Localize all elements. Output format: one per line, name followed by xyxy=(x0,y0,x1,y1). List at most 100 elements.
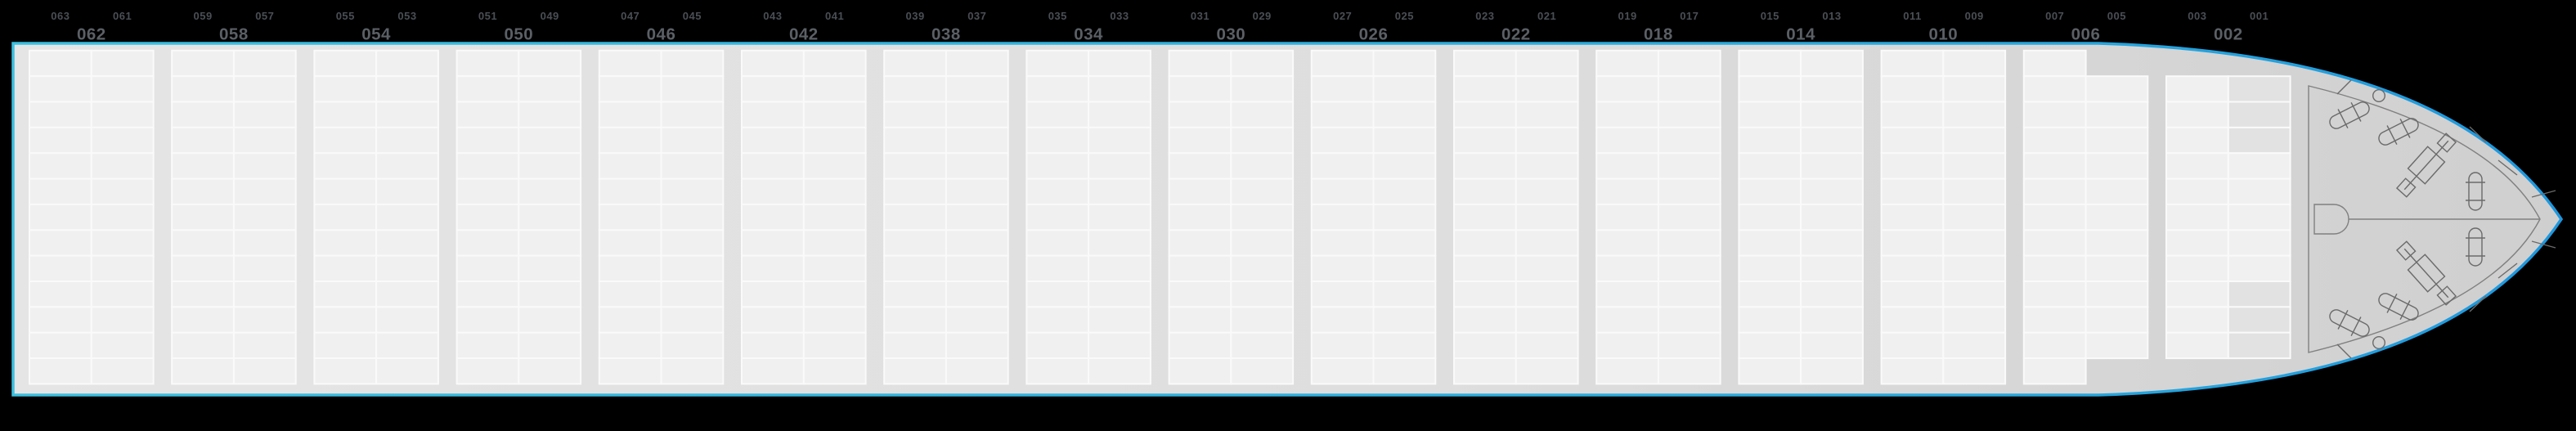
bay-cell[interactable] xyxy=(741,281,805,308)
bay-cell[interactable] xyxy=(2085,203,2149,231)
bay-cell[interactable] xyxy=(802,229,867,257)
bay-cell[interactable] xyxy=(29,152,92,180)
bay-cell[interactable] xyxy=(741,357,805,385)
bay-cell[interactable] xyxy=(1453,203,1517,231)
bay-cell[interactable] xyxy=(741,152,805,180)
bay-cell[interactable] xyxy=(1800,281,1864,308)
bay-cell[interactable] xyxy=(1025,229,1090,257)
bay-cell[interactable] xyxy=(1595,203,1659,231)
bay-cell-disabled[interactable] xyxy=(2227,306,2291,334)
bay-cell[interactable] xyxy=(29,306,92,334)
bay-cell[interactable] xyxy=(660,49,725,78)
bay-cell[interactable] xyxy=(232,331,297,360)
bay-cell[interactable] xyxy=(313,177,378,206)
bay-cell[interactable] xyxy=(660,254,725,283)
bay-cell[interactable] xyxy=(1372,306,1437,334)
bay-cell[interactable] xyxy=(518,229,582,257)
bay-cell[interactable] xyxy=(660,152,725,180)
bay-cell[interactable] xyxy=(1453,254,1517,283)
bay-cell[interactable] xyxy=(2022,229,2087,257)
bay-cell[interactable] xyxy=(1657,331,1721,360)
bay-cell[interactable] xyxy=(456,331,520,360)
bay-cell[interactable] xyxy=(598,254,662,283)
bay-cell[interactable] xyxy=(1515,357,1579,385)
bay-cell[interactable] xyxy=(1595,177,1659,206)
bay-cell[interactable] xyxy=(1310,101,1375,128)
bay-cell[interactable] xyxy=(1230,49,1295,78)
bay-cell[interactable] xyxy=(2165,126,2229,155)
bay-cell[interactable] xyxy=(1595,49,1659,78)
bay-cell[interactable] xyxy=(1453,177,1517,206)
bay-cell[interactable] xyxy=(1738,254,1802,283)
bay-cell[interactable] xyxy=(2022,254,2087,283)
bay-cell[interactable] xyxy=(1657,203,1721,231)
bay-cell[interactable] xyxy=(90,254,155,283)
bay-cell[interactable] xyxy=(1657,101,1721,128)
bay-cell[interactable] xyxy=(313,101,378,128)
bay-cell[interactable] xyxy=(741,177,805,206)
bay-cell[interactable] xyxy=(945,177,1009,206)
bay-cell[interactable] xyxy=(29,126,92,155)
bay-cell[interactable] xyxy=(375,229,439,257)
bay-cell[interactable] xyxy=(945,229,1009,257)
bay-cell-disabled[interactable] xyxy=(2227,75,2291,103)
bay-cell[interactable] xyxy=(598,306,662,334)
bay-cell[interactable] xyxy=(1595,306,1659,334)
bay-cell[interactable] xyxy=(1738,331,1802,360)
bay-cell[interactable] xyxy=(2227,203,2291,231)
bay-cell[interactable] xyxy=(1800,229,1864,257)
bay-cell[interactable] xyxy=(171,331,235,360)
bay-cell[interactable] xyxy=(2165,177,2229,206)
bay-cell[interactable] xyxy=(232,357,297,385)
bay-cell[interactable] xyxy=(90,203,155,231)
bay-cell[interactable] xyxy=(598,357,662,385)
bay-cell[interactable] xyxy=(1515,101,1579,128)
bay-cell[interactable] xyxy=(1942,203,2007,231)
bay-cell[interactable] xyxy=(90,177,155,206)
bay-cell[interactable] xyxy=(1453,75,1517,103)
bay-cell[interactable] xyxy=(456,49,520,78)
bay-cell[interactable] xyxy=(29,101,92,128)
bay-cell[interactable] xyxy=(598,331,662,360)
bay-cell[interactable] xyxy=(456,75,520,103)
bay-cell[interactable] xyxy=(1088,126,1151,155)
bay-cell[interactable] xyxy=(1595,281,1659,308)
bay-cell[interactable] xyxy=(518,101,582,128)
bay-cell[interactable] xyxy=(1168,177,1232,206)
bay-cell[interactable] xyxy=(1880,49,1945,78)
bay-cell[interactable] xyxy=(1942,177,2007,206)
bay-cell[interactable] xyxy=(2085,152,2149,180)
bay-cell[interactable] xyxy=(1310,49,1375,78)
bay-cell[interactable] xyxy=(1738,203,1802,231)
bay-cell[interactable] xyxy=(2165,101,2229,128)
bay-cell[interactable] xyxy=(660,306,725,334)
bay-cell[interactable] xyxy=(741,229,805,257)
bay-cell[interactable] xyxy=(90,281,155,308)
bay-cell[interactable] xyxy=(945,75,1009,103)
bay-cell[interactable] xyxy=(1310,229,1375,257)
bay-cell[interactable] xyxy=(2085,177,2149,206)
bay-cell[interactable] xyxy=(883,152,947,180)
bay-cell[interactable] xyxy=(1880,229,1945,257)
bay-cell[interactable] xyxy=(90,229,155,257)
bay-cell[interactable] xyxy=(29,75,92,103)
bay-cell[interactable] xyxy=(2022,177,2087,206)
bay-cell[interactable] xyxy=(1657,229,1721,257)
bay-cell[interactable] xyxy=(518,75,582,103)
bay-cell[interactable] xyxy=(2085,126,2149,155)
bay-cell[interactable] xyxy=(1942,101,2007,128)
bay-cell[interactable] xyxy=(1595,101,1659,128)
bay-cell[interactable] xyxy=(1880,281,1945,308)
bay-cell[interactable] xyxy=(171,281,235,308)
bay-cell[interactable] xyxy=(1025,357,1090,385)
bay-cell[interactable] xyxy=(171,357,235,385)
bay-cell[interactable] xyxy=(518,126,582,155)
bay-cell[interactable] xyxy=(1230,331,1295,360)
bay-cell[interactable] xyxy=(802,357,867,385)
bay-cell[interactable] xyxy=(90,331,155,360)
bay-cell[interactable] xyxy=(883,254,947,283)
bay-cell[interactable] xyxy=(741,101,805,128)
bay-cell[interactable] xyxy=(2022,203,2087,231)
bay-cell[interactable] xyxy=(598,49,662,78)
bay-cell[interactable] xyxy=(1595,152,1659,180)
